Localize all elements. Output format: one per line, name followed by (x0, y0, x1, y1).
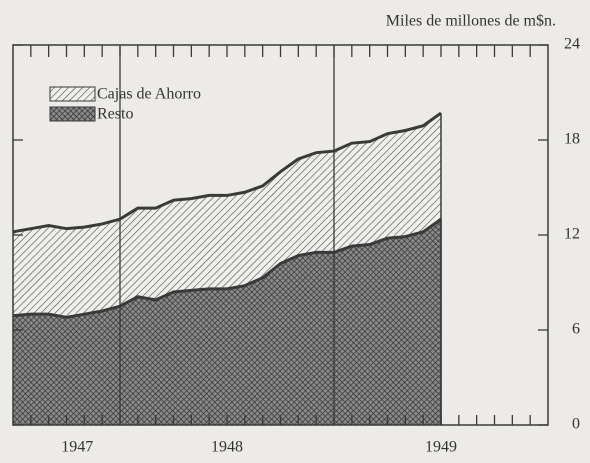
x-tick-label: 1947 (61, 439, 93, 456)
area-edge (12, 111, 442, 234)
y-tick-label: 12 (564, 226, 580, 243)
y-tick-label: 0 (572, 416, 580, 433)
legend-swatch (49, 86, 96, 102)
x-tick-label: 1948 (211, 439, 243, 456)
area-edge (12, 217, 442, 319)
y-tick-label: 24 (564, 36, 580, 53)
legend-label: Cajas de Ahorro (97, 86, 201, 103)
unit-label: Miles de millones de m$n. (386, 13, 556, 30)
legend-label: Resto (97, 106, 133, 123)
y-tick-label: 6 (572, 321, 580, 338)
y-tick-label: 18 (564, 131, 580, 148)
x-tick-label: 1949 (425, 439, 457, 456)
legend-swatch (49, 106, 96, 122)
